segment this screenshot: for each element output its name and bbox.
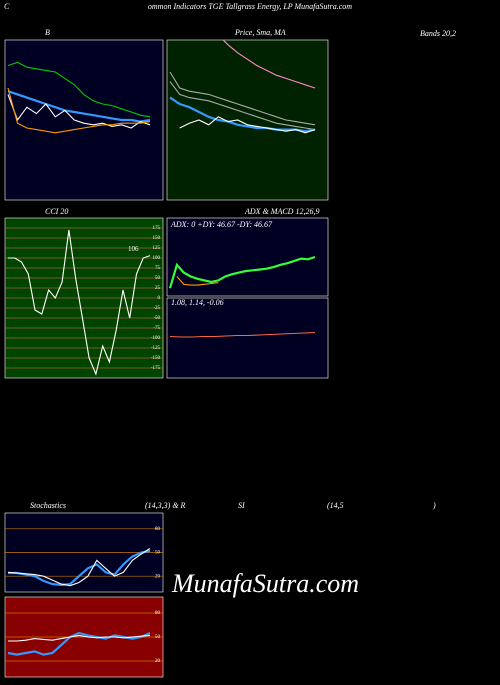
series-line bbox=[168, 255, 316, 289]
panel-title: ADX & MACD 12,26,9 bbox=[244, 207, 319, 216]
y-tick-label: -25 bbox=[153, 306, 160, 311]
stoch-label: SI bbox=[238, 501, 245, 510]
series-line bbox=[176, 276, 219, 286]
panel-title: Price, Sma, MA bbox=[234, 28, 286, 37]
y-tick-label: -175 bbox=[151, 366, 161, 371]
page-title: ommon Indicators TGE Tallgrass Energy, L… bbox=[148, 2, 352, 11]
panel-title: B bbox=[45, 28, 50, 37]
y-tick-label: 0 bbox=[158, 296, 161, 301]
series-line bbox=[179, 116, 316, 134]
y-tick-label: 125 bbox=[153, 246, 161, 251]
y-tick-label: 100 bbox=[153, 256, 161, 261]
y-tick-label: 20 bbox=[155, 574, 161, 579]
plot bbox=[7, 61, 151, 134]
series-line bbox=[7, 548, 151, 587]
stoch-label: (14,3,3) & R bbox=[145, 501, 186, 510]
plot bbox=[8, 229, 151, 376]
value-label: 106 bbox=[128, 245, 139, 253]
y-tick-label: 80 bbox=[155, 527, 161, 532]
bands-label: Bands 20,2 bbox=[420, 29, 456, 38]
series-line bbox=[169, 71, 316, 126]
y-tick-label: 175 bbox=[153, 226, 161, 231]
panel bbox=[166, 297, 329, 379]
series-line bbox=[222, 40, 316, 89]
y-tick-label: 150 bbox=[153, 236, 161, 241]
y-tick-label: 50 bbox=[155, 551, 161, 556]
series-line bbox=[8, 549, 151, 587]
plot bbox=[169, 40, 316, 134]
series-line bbox=[7, 61, 151, 118]
panel bbox=[4, 39, 164, 201]
series-line bbox=[169, 332, 316, 338]
y-tick-label: -100 bbox=[151, 336, 161, 341]
plot bbox=[169, 332, 316, 338]
y-tick-label: -50 bbox=[153, 316, 160, 321]
series-line bbox=[8, 229, 151, 376]
stoch-label: (14,5 bbox=[327, 501, 344, 510]
series-line bbox=[169, 81, 316, 131]
y-tick-label: 80 bbox=[155, 611, 161, 616]
panel-text: ADX: 0 +DY: 46.67 -DY: 46.67 bbox=[170, 220, 273, 229]
plot bbox=[7, 631, 151, 656]
series-line bbox=[169, 96, 316, 133]
series-line bbox=[8, 634, 151, 642]
series-line bbox=[7, 94, 151, 129]
y-tick-label: -150 bbox=[151, 356, 161, 361]
y-tick-label: 25 bbox=[155, 286, 161, 291]
stoch-label: ) bbox=[432, 501, 436, 510]
y-tick-label: 75 bbox=[155, 266, 161, 271]
y-tick-label: -75 bbox=[153, 326, 160, 331]
panel bbox=[166, 39, 329, 201]
y-tick-label: 20 bbox=[155, 659, 161, 664]
series-line bbox=[7, 87, 151, 134]
watermark: MunafaSutra.com bbox=[171, 569, 359, 598]
stoch-label: Stochastics bbox=[30, 501, 66, 510]
plot bbox=[7, 548, 151, 587]
panel-text: 1.08, 1.14, -0.06 bbox=[171, 298, 224, 307]
y-tick-label: -125 bbox=[151, 346, 161, 351]
title-lead: C bbox=[4, 2, 10, 11]
series-line bbox=[7, 90, 151, 123]
plot bbox=[168, 255, 316, 289]
panel-title: CCI 20 bbox=[45, 207, 68, 216]
y-tick-label: 50 bbox=[155, 276, 161, 281]
y-tick-label: 50 bbox=[155, 635, 161, 640]
panel bbox=[166, 217, 329, 297]
